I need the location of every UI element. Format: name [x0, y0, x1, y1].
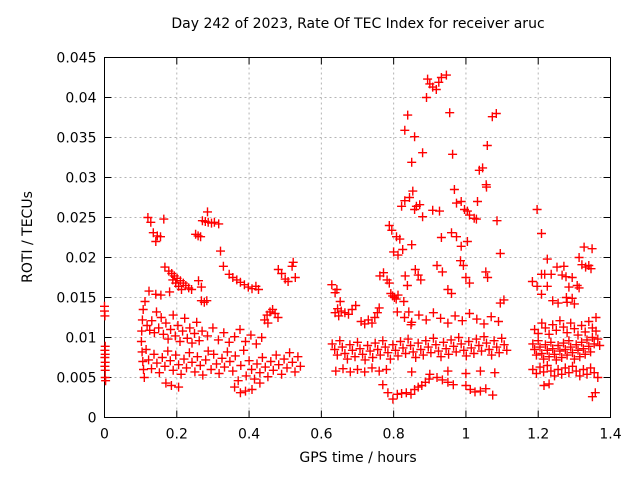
svg-text:1.4: 1.4	[599, 427, 621, 443]
svg-text:0.005: 0.005	[56, 371, 96, 387]
svg-text:0.01: 0.01	[65, 331, 96, 347]
svg-text:0: 0	[88, 411, 97, 427]
gridlines	[104, 57, 611, 418]
x-axis-label: GPS time / hours	[299, 450, 417, 466]
scatter-points	[100, 70, 605, 404]
svg-text:0.035: 0.035	[56, 131, 96, 147]
svg-text:0.025: 0.025	[56, 211, 96, 227]
svg-text:1: 1	[461, 427, 470, 443]
chart-title: Day 242 of 2023, Rate Of TEC Index for r…	[171, 16, 545, 32]
svg-text:0.4: 0.4	[238, 427, 260, 443]
svg-text:1.2: 1.2	[527, 427, 549, 443]
plot-border	[104, 57, 611, 418]
svg-text:0.015: 0.015	[56, 291, 96, 307]
tick-labels: 0 0.2 0.4 0.6 0.8 1 1.2 1.4 0 0.005 0.01 0.015 0.02 0…	[56, 51, 621, 443]
y-axis-label: ROTI / TECUs	[20, 191, 36, 283]
svg-text:0.045: 0.045	[56, 51, 96, 67]
svg-text:0.04: 0.04	[65, 91, 96, 107]
axis-ticks	[104, 57, 611, 418]
svg-text:0.03: 0.03	[65, 171, 96, 187]
svg-text:0: 0	[100, 427, 109, 443]
svg-text:0.8: 0.8	[383, 427, 405, 443]
svg-text:0.6: 0.6	[310, 427, 332, 443]
svg-text:0.02: 0.02	[65, 251, 96, 267]
svg-text:0.2: 0.2	[166, 427, 188, 443]
